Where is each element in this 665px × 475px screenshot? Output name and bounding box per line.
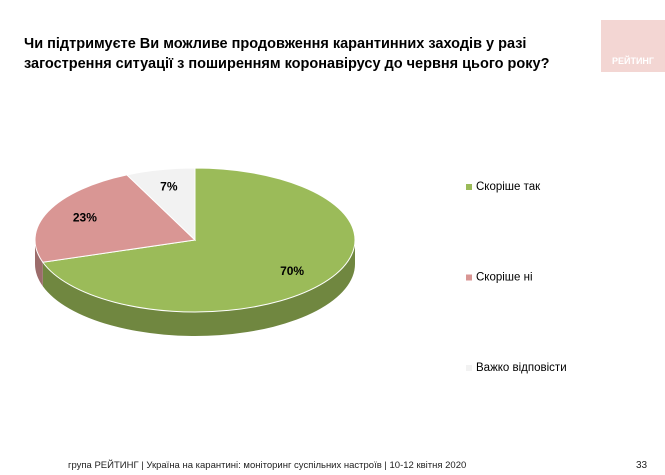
legend-label: Скоріше ні [476,272,533,284]
legend-label: Важко відповісти [476,362,567,374]
chart: 70% 23% 7% Скоріше так Скоріше ні Важко відпо… [34,167,567,374]
chart-title: Чи підтримуєте Ви можливе продовження ка… [24,36,550,72]
slice [34,174,197,263]
legend-swatch [466,365,472,371]
slice-side [42,240,355,336]
page-number: 33 [636,460,648,471]
logo: РЕЙТИНГ [601,20,665,72]
legend-swatch [466,274,472,281]
slice [125,167,196,242]
data-label: 70% [280,264,304,278]
slice [41,167,356,313]
legend-label: Скоріше так [476,181,541,193]
data-label: 23% [73,211,97,225]
data-label: 7% [160,179,178,193]
footer: група РЕЙТИНГ | Україна на карантині: мо… [68,460,467,471]
legend-swatch [466,184,472,190]
